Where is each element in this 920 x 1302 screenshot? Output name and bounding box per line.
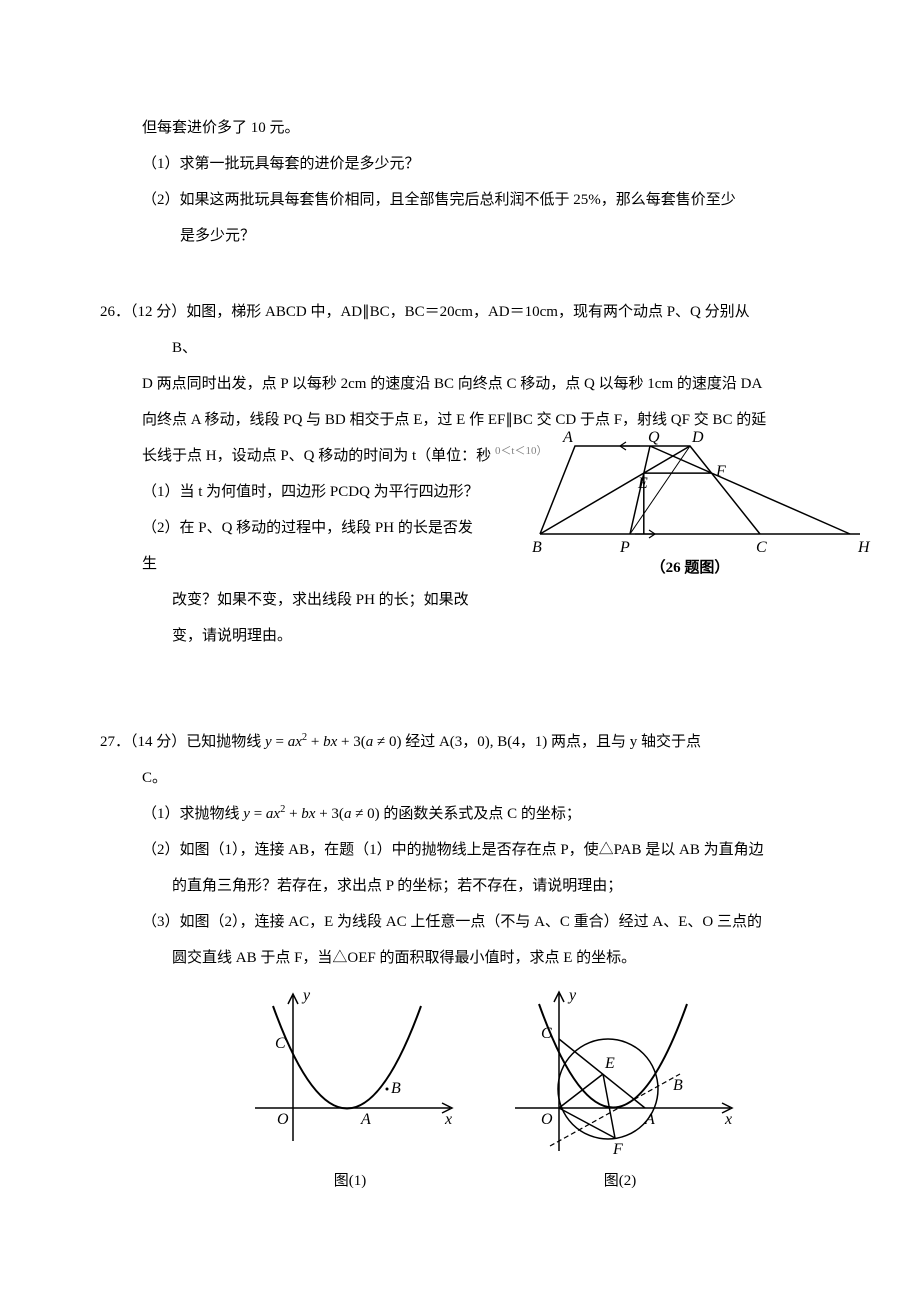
problem-25-tail: 但每套进价多了 10 元。 （1）求第一批玩具每套的进价是多少元？ （2）如果这… xyxy=(100,110,820,254)
p27-intro-post: 经过 A(3，0), B(4，1) 两点，且与 y 轴交于点 xyxy=(401,734,701,750)
p25-q2-l1: （2）如果这两批玩具每套售价相同，且全部售完后总利润不低于 25%，那么每套售价… xyxy=(100,182,820,218)
p27-q2-l2: 的直角三角形？若存在，求出点 P 的坐标；若不存在，请说明理由； xyxy=(100,868,820,904)
fig27-2-C: C xyxy=(541,1025,552,1042)
p26-points: （12 分） xyxy=(130,304,186,320)
p27-q1: （1）求抛物线 y = ax2 + bx + 3(a ≠ 0) 的函数关系式及点… xyxy=(100,796,820,832)
p26-q2-l2: 改变？如果不变，求出线段 PH 的长；如果改 xyxy=(100,582,480,618)
fig26-label-B: B xyxy=(532,539,542,556)
problem-26: 26．（12 分）如图，梯形 ABCD 中，AD∥BC，BC＝20cm，AD＝1… xyxy=(100,294,820,654)
p27-points: （14 分） xyxy=(130,734,186,750)
fig27-2-A: A xyxy=(644,1111,655,1128)
p26-intro-l1: 如图，梯形 ABCD 中，AD∥BC，BC＝20cm，AD＝10cm，现有两个动… xyxy=(186,304,749,320)
fig27-2-x: x xyxy=(724,1111,732,1128)
p27-q2-l1: （2）如图（1），连接 AB，在题（1）中的抛物线上是否存在点 P，使△PAB … xyxy=(100,832,820,868)
figure-27-2: y C E O A B F x 图(2) xyxy=(495,986,745,1199)
fig27-1-caption: 图(1) xyxy=(235,1163,465,1199)
p27-formula: y = ax2 + bx + 3(a ≠ 0) xyxy=(265,734,401,750)
problem-27: 27．（14 分）已知抛物线 y = ax2 + bx + 3(a ≠ 0) 经… xyxy=(100,724,820,1199)
fig26-caption: （26 题图） xyxy=(651,558,730,576)
figure-26: A Q D E F B P C H （26 题图） xyxy=(520,424,880,584)
figures-27-row: y C O A B x 图(1) xyxy=(100,986,820,1199)
fig27-2-caption: 图(2) xyxy=(495,1163,745,1199)
fig27-2-O: O xyxy=(541,1111,553,1128)
p25-q2-l2: 是多少元？ xyxy=(100,218,820,254)
fig27-1-A: A xyxy=(360,1111,371,1128)
fig27-2-E: E xyxy=(604,1055,615,1072)
p27-head: 27．（14 分）已知抛物线 y = ax2 + bx + 3(a ≠ 0) 经… xyxy=(100,724,820,760)
p27-q3-l2: 圆交直线 AB 于点 F，当△OEF 的面积取得最小值时，求点 E 的坐标。 xyxy=(100,940,820,976)
fig26-label-E: E xyxy=(637,475,648,492)
p27-intro-pre: 已知抛物线 xyxy=(186,734,265,750)
fig26-label-A: A xyxy=(562,429,573,446)
fig27-1-C: C xyxy=(275,1035,286,1052)
fig27-2-F: F xyxy=(612,1141,623,1158)
fig26-label-F: F xyxy=(715,463,726,480)
p27-q1-post: 的函数关系式及点 C 的坐标； xyxy=(380,806,581,822)
fig26-label-P: P xyxy=(619,539,630,556)
fig27-1-O: O xyxy=(277,1111,289,1128)
figure-27-1: y C O A B x 图(1) xyxy=(235,986,465,1199)
p27-q3-l1: （3）如图（2），连接 AC，E 为线段 AC 上任意一点（不与 A、C 重合）… xyxy=(100,904,820,940)
p26-q1: （1）当 t 为何值时，四边形 PCDQ 为平行四边形？ xyxy=(100,474,480,510)
fig27-1-y: y xyxy=(301,987,311,1004)
p26-intro-l2: D 两点同时出发，点 P 以每秒 2cm 的速度沿 BC 向终点 C 移动，点 … xyxy=(100,366,820,402)
p26-number: 26． xyxy=(100,304,130,320)
fig26-label-H: H xyxy=(857,539,871,556)
fig27-1-B: B xyxy=(391,1080,401,1097)
fig26-label-D: D xyxy=(691,429,704,446)
p26-intro-l1b: B、 xyxy=(100,330,820,366)
p26-q2-l3: 变，请说明理由。 xyxy=(100,618,480,654)
p27-number: 27． xyxy=(100,734,130,750)
fig26-label-Q: Q xyxy=(648,429,660,446)
p27-intro-l2: C。 xyxy=(100,760,820,796)
p27-q1-formula: y = ax2 + bx + 3(a ≠ 0) xyxy=(243,806,379,822)
fig27-1-x: x xyxy=(444,1111,452,1128)
p26-q2-l1: （2）在 P、Q 移动的过程中，线段 PH 的长是否发生 xyxy=(100,510,480,582)
fig27-2-y: y xyxy=(567,987,577,1004)
p26-intro-l4: 长线于点 H，设动点 P、Q 移动的时间为 t（单位：秒 xyxy=(142,448,491,464)
p27-q1-pre: （1）求抛物线 xyxy=(142,806,243,822)
p25-cont: 但每套进价多了 10 元。 xyxy=(100,110,820,146)
p25-q1: （1）求第一批玩具每套的进价是多少元？ xyxy=(100,146,820,182)
fig26-label-C: C xyxy=(756,539,767,556)
p26-head: 26．（12 分）如图，梯形 ABCD 中，AD∥BC，BC＝20cm，AD＝1… xyxy=(100,294,820,330)
fig27-2-B: B xyxy=(673,1077,683,1094)
